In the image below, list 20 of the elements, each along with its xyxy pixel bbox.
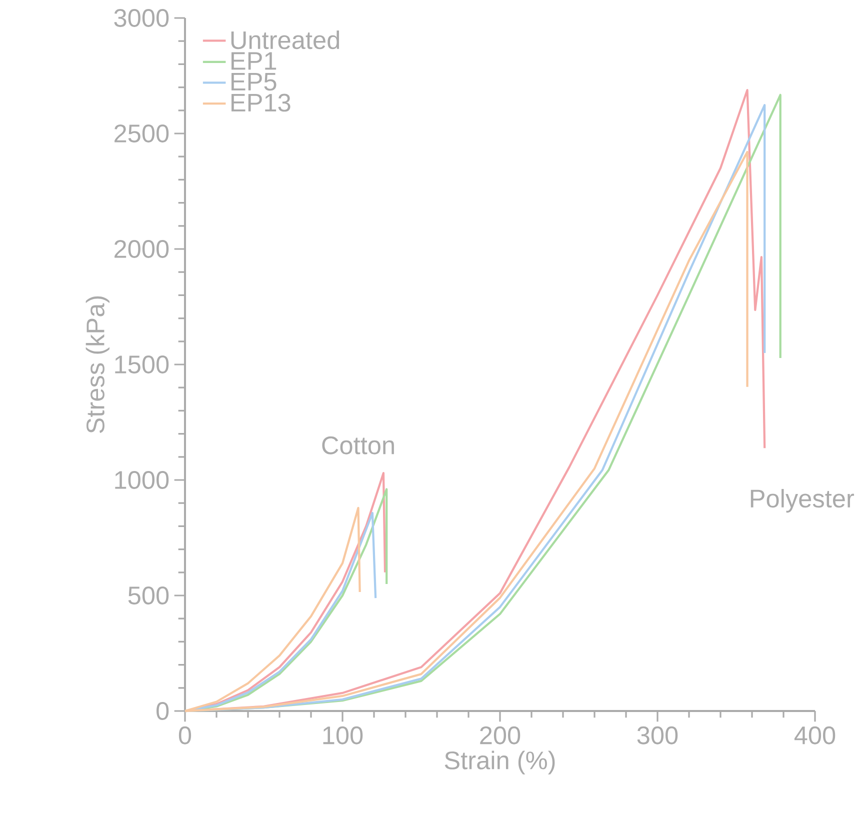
- x-tick-label: 400: [794, 726, 836, 744]
- y-tick-label: 1500: [115, 356, 169, 374]
- y-tick-label: 2500: [114, 124, 169, 142]
- x-tick-label: 200: [480, 726, 520, 744]
- legend-label: EP5: [232, 72, 276, 91]
- legend-label: EP1: [232, 52, 276, 70]
- y-tick-label: 2000: [114, 240, 169, 258]
- y-tick-label: 1000: [115, 471, 169, 489]
- annotation: Cotton: [322, 436, 394, 454]
- x-tick-label: 300: [637, 726, 678, 744]
- x-tick-label: 100: [323, 726, 363, 744]
- y-tick-label: 500: [128, 586, 169, 604]
- y-axis-title: Stress (kPa): [86, 296, 110, 434]
- legend-label: EP13: [232, 94, 290, 112]
- annotation: Polyester: [750, 488, 854, 513]
- x-axis-title: Strain (%): [444, 750, 555, 774]
- y-tick-label: 0: [156, 702, 169, 720]
- y-tick-label: 3000: [114, 9, 169, 27]
- x-tick-label: 0: [178, 726, 192, 744]
- legend-label: Untreated: [231, 30, 340, 50]
